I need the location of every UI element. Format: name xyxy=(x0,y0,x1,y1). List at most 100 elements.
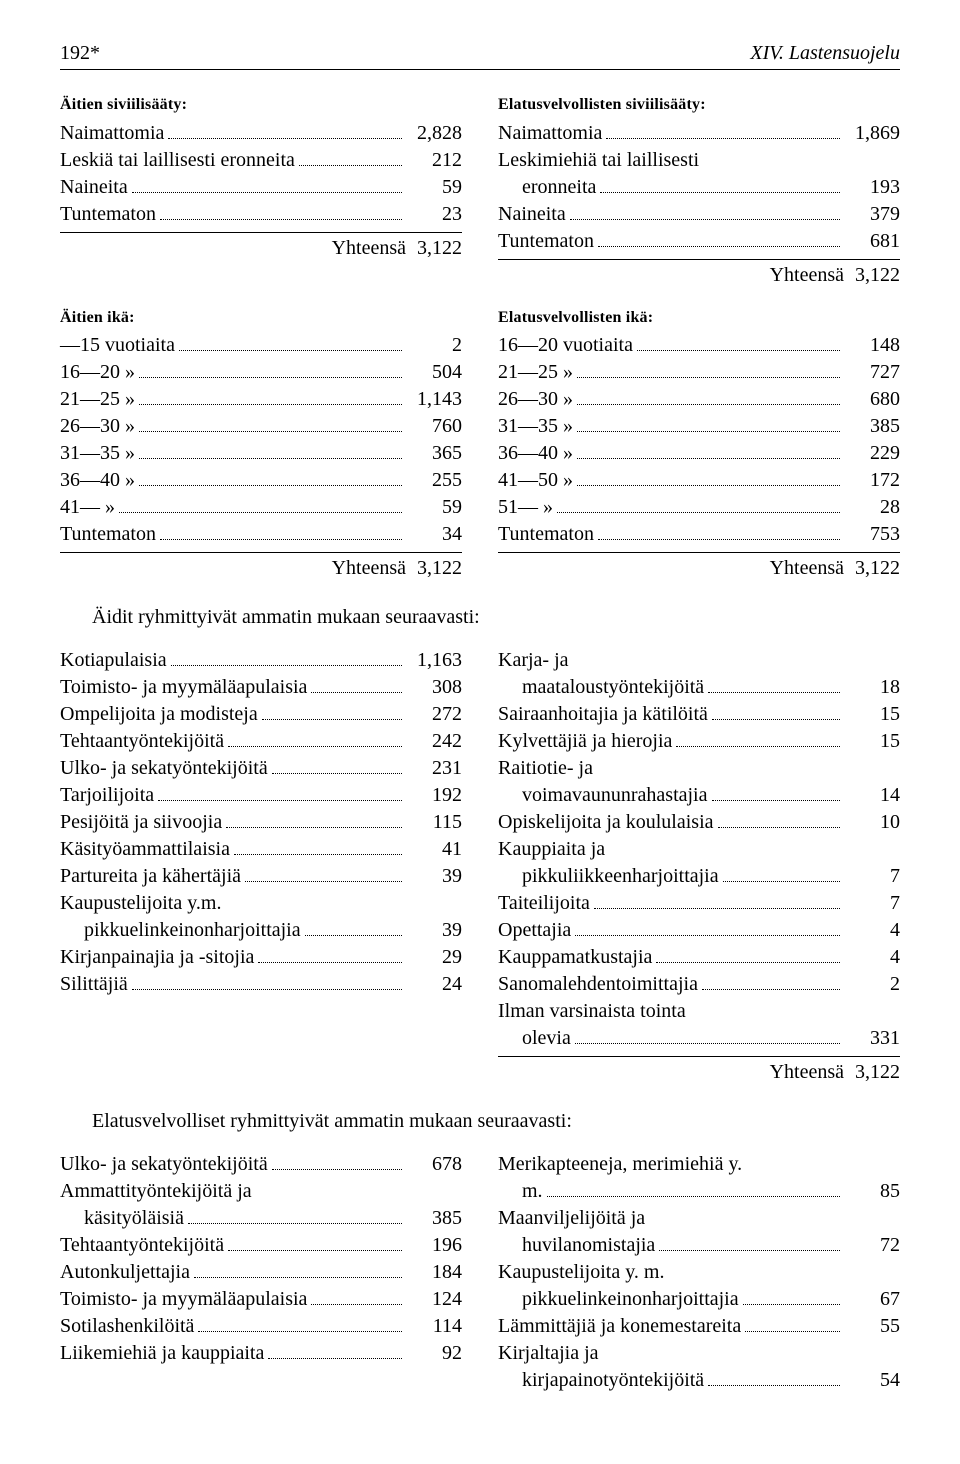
guardians-marital-total: Yhteensä 3,122 xyxy=(498,259,900,289)
item-label: m. xyxy=(522,1178,543,1205)
item-label: —15 vuotiaita xyxy=(60,332,175,359)
item-label: Pesijöitä ja siivoojia xyxy=(60,809,222,836)
list-item: Kirjanpainajia ja -sitojia29 xyxy=(60,944,462,971)
item-value: 39 xyxy=(406,917,462,944)
item-label: Tarjoilijoita xyxy=(60,782,154,809)
list-item: Naineita379 xyxy=(498,201,900,228)
item-value: 59 xyxy=(406,174,462,201)
list-item-cont: pikkuliikkeenharjoittajia7 xyxy=(498,863,900,890)
leader-dots xyxy=(600,192,840,193)
leader-dots xyxy=(708,692,840,693)
item-value: 54 xyxy=(844,1367,900,1394)
item-label: 16—20 » xyxy=(60,359,135,386)
total-label: Yhteensä xyxy=(770,264,844,286)
mothers-occupation-left: Kotiapulaisia1,163Toimisto- ja myymäläap… xyxy=(60,647,462,1086)
item-value: 28 xyxy=(844,494,900,521)
leader-dots xyxy=(659,1250,840,1251)
item-value: 41 xyxy=(406,836,462,863)
list-item: Ulko- ja sekatyöntekijöitä231 xyxy=(60,755,462,782)
list-item: Käsityöammattilaisia 41 xyxy=(60,836,462,863)
list-item: Leskimiehiä tai laillisesti xyxy=(498,147,900,174)
item-value: 331 xyxy=(844,1025,900,1052)
item-label: Käsityöammattilaisia xyxy=(60,836,230,863)
item-label: Liikemiehiä ja kauppiaita xyxy=(60,1340,264,1367)
item-label: Naimattomia xyxy=(498,120,602,147)
item-label: 21—25 » xyxy=(498,359,573,386)
list-item: Leskiä tai laillisesti eronneita212 xyxy=(60,147,462,174)
list-item: 16—20 » 504 xyxy=(60,359,462,386)
item-label: olevia xyxy=(522,1025,571,1052)
mothers-age-total: Yhteensä 3,122 xyxy=(60,552,462,582)
list-item: Karja- ja xyxy=(498,647,900,674)
list-item: Maanviljelijöitä ja xyxy=(498,1205,900,1232)
leader-dots xyxy=(228,1250,402,1251)
guardians-marital-col: Elatusvelvollisten siviilisääty: Naimatt… xyxy=(498,94,900,289)
list-item: Tehtaantyöntekijöitä196 xyxy=(60,1232,462,1259)
item-value: 29 xyxy=(406,944,462,971)
leader-dots xyxy=(577,431,840,432)
leader-dots xyxy=(234,854,402,855)
item-label: Kylvettäjiä ja hierojia xyxy=(498,728,672,755)
item-value: 212 xyxy=(406,147,462,174)
list-item: Opiskelijoita ja koululaisia10 xyxy=(498,809,900,836)
chapter-title: XIV. Lastensuojelu xyxy=(750,40,900,67)
item-value: 7 xyxy=(844,863,900,890)
item-value: 4 xyxy=(844,944,900,971)
item-value: 10 xyxy=(844,809,900,836)
item-value: 2 xyxy=(844,971,900,998)
item-label: Naimattomia xyxy=(60,120,164,147)
leader-dots xyxy=(139,458,402,459)
item-label: Tuntematon xyxy=(60,521,156,548)
item-value: 115 xyxy=(406,809,462,836)
mothers-occupation-intro: Äidit ryhmittyivät ammatin mukaan seuraa… xyxy=(92,604,900,631)
list-item: Pesijöitä ja siivoojia 115 xyxy=(60,809,462,836)
leader-dots xyxy=(245,881,402,882)
list-item: Naineita 59 xyxy=(60,174,462,201)
list-item: 16—20 vuotiaita148 xyxy=(498,332,900,359)
item-value: 85 xyxy=(844,1178,900,1205)
list-item: Naimattomia1,869 xyxy=(498,120,900,147)
item-label: Tuntematon xyxy=(498,521,594,548)
leader-dots xyxy=(158,800,402,801)
leader-dots xyxy=(305,935,402,936)
leader-dots xyxy=(258,962,402,963)
list-item: 31—35 »385 xyxy=(498,413,900,440)
item-label: Merikapteeneja, merimiehiä y. xyxy=(498,1151,742,1178)
item-value: 385 xyxy=(844,413,900,440)
item-label: Ammattityöntekijöitä ja xyxy=(60,1178,252,1205)
leader-dots xyxy=(702,989,840,990)
leader-dots xyxy=(194,1277,402,1278)
marital-status-section: Äitien siviilisääty: Naimattomia2,828Les… xyxy=(60,94,900,289)
list-item: Taiteilijoita7 xyxy=(498,890,900,917)
item-label: Opettajia xyxy=(498,917,571,944)
list-item-cont: kirjapainotyöntekijöitä54 xyxy=(498,1367,900,1394)
list-item: Merikapteeneja, merimiehiä y. xyxy=(498,1151,900,1178)
item-value: 18 xyxy=(844,674,900,701)
item-label: Raitiotie- ja xyxy=(498,755,593,782)
item-label: eronneita xyxy=(522,174,596,201)
list-item: Liikemiehiä ja kauppiaita92 xyxy=(60,1340,462,1367)
item-label: Naineita xyxy=(60,174,128,201)
list-item: 26—30 »680 xyxy=(498,386,900,413)
list-item: —15 vuotiaita2 xyxy=(60,332,462,359)
guardians-occupation-left: Ulko- ja sekatyöntekijöitä678Ammattityön… xyxy=(60,1151,462,1394)
item-label: Maanviljelijöitä ja xyxy=(498,1205,645,1232)
guardians-marital-head: Elatusvelvollisten siviilisääty: xyxy=(498,94,900,116)
list-item: Tuntematon681 xyxy=(498,228,900,255)
list-item-cont: olevia 331 xyxy=(498,1025,900,1052)
list-item: Tuntematon753 xyxy=(498,521,900,548)
list-item: 41— »59 xyxy=(60,494,462,521)
item-label: Karja- ja xyxy=(498,647,569,674)
item-label: Leskimiehiä tai laillisesti xyxy=(498,147,699,174)
item-label: 26—30 » xyxy=(498,386,573,413)
leader-dots xyxy=(139,485,402,486)
item-value: 504 xyxy=(406,359,462,386)
age-section: Äitien ikä: —15 vuotiaita216—20 »50421—2… xyxy=(60,307,900,583)
total-value: 3,122 xyxy=(855,264,900,286)
total-value: 3,122 xyxy=(855,557,900,579)
leader-dots xyxy=(139,377,402,378)
item-label: Toimisto- ja myymäläapulaisia xyxy=(60,1286,307,1313)
list-item: Ilman varsinaista tointa xyxy=(498,998,900,1025)
item-label: 41—50 » xyxy=(498,467,573,494)
leader-dots xyxy=(311,1304,402,1305)
